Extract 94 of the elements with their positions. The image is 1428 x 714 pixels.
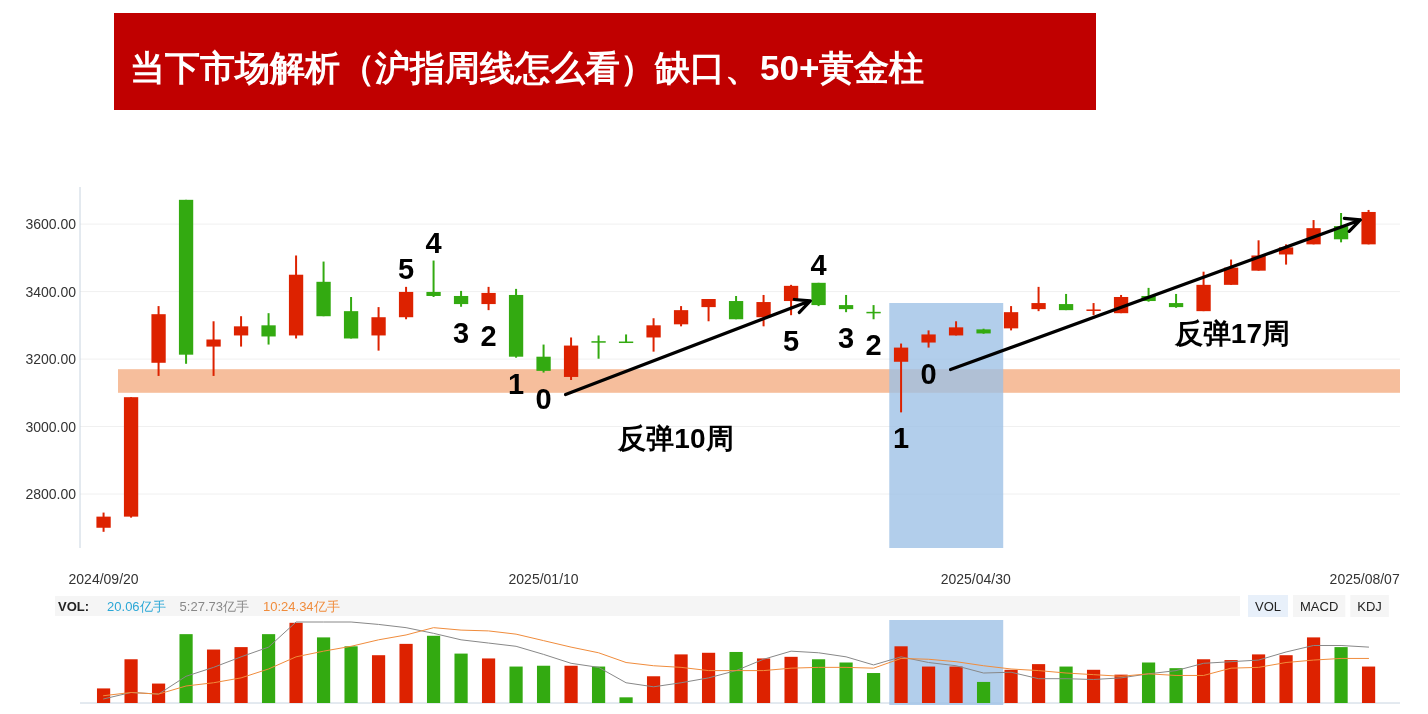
bar [646, 676, 661, 703]
text: 5:27.73亿手 [179, 599, 249, 614]
bar [316, 637, 331, 703]
candlestick [783, 283, 799, 317]
bar [1059, 666, 1073, 703]
bar [344, 646, 358, 703]
text: KDJ [1357, 599, 1382, 614]
annotation: 5 [783, 325, 800, 358]
bar [1279, 655, 1293, 703]
candlestick [233, 315, 249, 348]
bar [811, 659, 826, 703]
bar [206, 649, 221, 703]
annotation: 2 [865, 329, 882, 362]
candlestick [481, 285, 496, 312]
bar [426, 635, 441, 703]
bar [619, 697, 633, 703]
candlestick [591, 334, 606, 360]
bar [371, 655, 386, 703]
bar [1141, 662, 1156, 703]
candlestick [893, 342, 909, 414]
candlestick [1031, 285, 1046, 313]
bar [1224, 660, 1238, 703]
chart-title: 当下市场解析（沪指周线怎么看）缺口、50+黄金柱 [130, 48, 925, 87]
bar [481, 658, 496, 703]
candlestick [1223, 258, 1239, 286]
x-tick-label: 2024/09/20 [68, 571, 139, 587]
bar [289, 622, 303, 703]
annotation: 0 [920, 357, 937, 390]
candlestick [701, 298, 716, 323]
bar [949, 666, 963, 703]
annotation: 1 [508, 367, 525, 400]
bar [976, 681, 991, 703]
bar [1361, 666, 1376, 703]
bar [756, 658, 771, 703]
bar [839, 662, 853, 703]
text: MACD [1300, 599, 1339, 614]
candlestick [673, 305, 689, 328]
candlestick [206, 320, 221, 377]
candlestick [756, 293, 771, 328]
bar [124, 659, 138, 703]
y-tick-label: 2800.00 [25, 486, 77, 503]
candlestick [426, 259, 441, 298]
y-tick-label: 3200.00 [25, 351, 77, 368]
bar [261, 634, 276, 703]
bar [591, 666, 606, 703]
annotation: 4 [810, 248, 827, 281]
annotation: 3 [453, 316, 470, 349]
bar [1334, 647, 1348, 703]
candlestick [371, 306, 386, 352]
bar [921, 666, 936, 703]
bar [399, 643, 413, 703]
text: VOL [1255, 599, 1282, 614]
annotation: 1 [893, 422, 910, 455]
bar [894, 646, 908, 703]
candlestick [261, 312, 276, 346]
bar [96, 688, 111, 703]
y-tick-label: 3600.00 [25, 216, 77, 233]
series-label: 20.06亿手 [107, 599, 166, 614]
bar [701, 652, 716, 703]
bar [1306, 637, 1321, 703]
legend-title: VOL: [58, 599, 90, 614]
bar [536, 665, 551, 703]
candlestick [96, 511, 111, 533]
bar [729, 651, 743, 703]
text: 10:24.34亿手 [262, 599, 340, 614]
bar [454, 653, 468, 703]
bar [1169, 668, 1183, 703]
candlestick [536, 343, 551, 374]
x-tick-label: 2025/04/30 [940, 571, 1011, 587]
annotation: 反弹17周 [1173, 317, 1291, 349]
bar [509, 666, 523, 703]
annotation: 0 [535, 382, 552, 415]
bar [564, 665, 578, 703]
bar [179, 634, 193, 703]
bar [1196, 659, 1211, 703]
x-tick-label: 2025/08/07 [1329, 571, 1400, 587]
annotation: 2 [480, 320, 497, 353]
annotation: 4 [425, 226, 442, 259]
x-tick-label: 2025/01/10 [508, 571, 579, 587]
bar [784, 656, 798, 703]
y-tick-label: 3000.00 [25, 418, 77, 435]
bar [1031, 664, 1046, 703]
bar [866, 673, 881, 703]
annotation: 5 [398, 252, 415, 285]
candlestick [1003, 305, 1019, 332]
y-tick-label: 3400.00 [25, 283, 77, 300]
bar [1004, 669, 1018, 703]
bar [234, 647, 248, 703]
bar [1086, 669, 1101, 703]
bar [1251, 654, 1266, 703]
annotation: 3 [838, 322, 855, 355]
candlestick [646, 317, 661, 353]
bar [674, 654, 688, 703]
annotation: 反弹10周 [617, 422, 734, 454]
